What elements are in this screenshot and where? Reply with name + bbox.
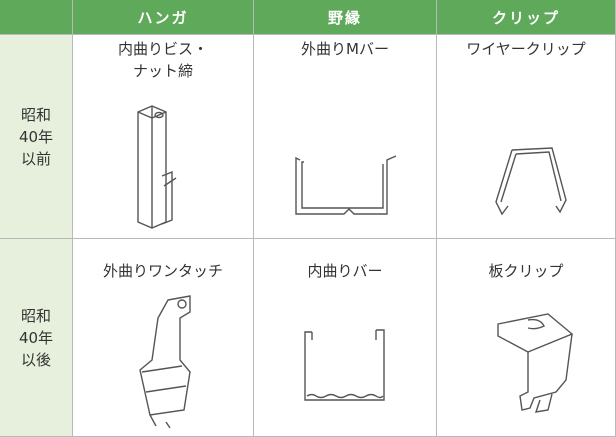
row-label-line: 昭和 xyxy=(20,105,51,124)
row-label-line: 以前 xyxy=(20,149,51,168)
cell-text: 内曲りバー xyxy=(307,262,383,280)
cell-text: 内曲りビス・ xyxy=(117,40,208,58)
header-cell: ハンガ xyxy=(73,0,254,35)
row-label-line: 40年 xyxy=(18,328,54,347)
row-label-line: 40年 xyxy=(18,127,54,146)
hanger-onetouch-sketch xyxy=(139,295,191,429)
plate-clip-sketch xyxy=(497,313,574,413)
wire-clip-sketch xyxy=(495,147,567,216)
row-label-line: 以後 xyxy=(20,350,51,369)
inner-bar-sketch xyxy=(304,329,385,401)
hanger-screw-sketch xyxy=(137,105,177,229)
header-cell: 野縁 xyxy=(254,0,437,35)
cell-text: 板クリップ xyxy=(488,262,564,280)
cell-text: 外曲りワンタッチ xyxy=(102,262,223,280)
cell: 内曲りビス・ ナット締 xyxy=(73,35,254,239)
cell-text: 外曲りMバー xyxy=(301,40,389,58)
row-label: 昭和 40年 以後 xyxy=(0,239,73,437)
header-corner xyxy=(0,0,73,35)
row-label-line: 昭和 xyxy=(20,306,51,325)
cell: 外曲りMバー xyxy=(254,35,437,239)
cell-text: ナット締 xyxy=(132,62,193,80)
outer-m-bar-sketch xyxy=(295,155,397,215)
cell-text: ワイヤークリップ xyxy=(466,40,586,58)
row-label: 昭和 40年 以前 xyxy=(0,35,73,239)
